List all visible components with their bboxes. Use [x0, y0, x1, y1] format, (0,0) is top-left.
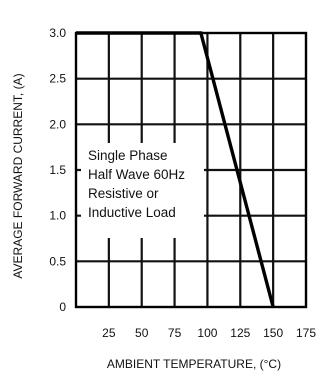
- y-tick-label: 2.5: [49, 72, 66, 86]
- y-tick-label: 2.0: [49, 117, 66, 131]
- x-tick-labels: 25 50 75 100 125 150 175: [102, 326, 316, 340]
- load-annotation: Single Phase Half Wave 60Hz Resistive or…: [88, 148, 189, 220]
- annotation-line: Single Phase: [88, 148, 168, 163]
- annotation-line: Half Wave 60Hz: [88, 167, 185, 182]
- x-axis-label: AMBIENT TEMPERATURE, (°C): [107, 357, 281, 371]
- y-tick-labels: 0 0.5 1.0 1.5 2.0 2.5 3.0: [49, 26, 66, 314]
- x-tick-label: 25: [102, 326, 116, 340]
- annotation-line: Resistive or: [88, 186, 159, 201]
- annotation-background: [81, 143, 204, 238]
- x-tick-label: 175: [296, 326, 316, 340]
- y-tick-label: 1.0: [49, 209, 66, 223]
- derating-curve: [76, 31, 275, 308]
- y-tick-label: 0: [59, 300, 66, 314]
- y-axis-label: AVERAGE FORWARD CURRENT, (A): [11, 73, 25, 278]
- x-tick-label: 75: [168, 326, 182, 340]
- series-layer: [76, 31, 275, 308]
- x-tick-label: 50: [135, 326, 149, 340]
- y-tick-label: 1.5: [49, 163, 66, 177]
- y-tick-label: 3.0: [49, 26, 66, 40]
- x-tick-label: 100: [197, 326, 217, 340]
- x-tick-label: 125: [230, 326, 250, 340]
- y-tick-label: 0.5: [49, 254, 66, 268]
- annotation-line: Inductive Load: [88, 205, 176, 220]
- x-tick-label: 150: [263, 326, 283, 340]
